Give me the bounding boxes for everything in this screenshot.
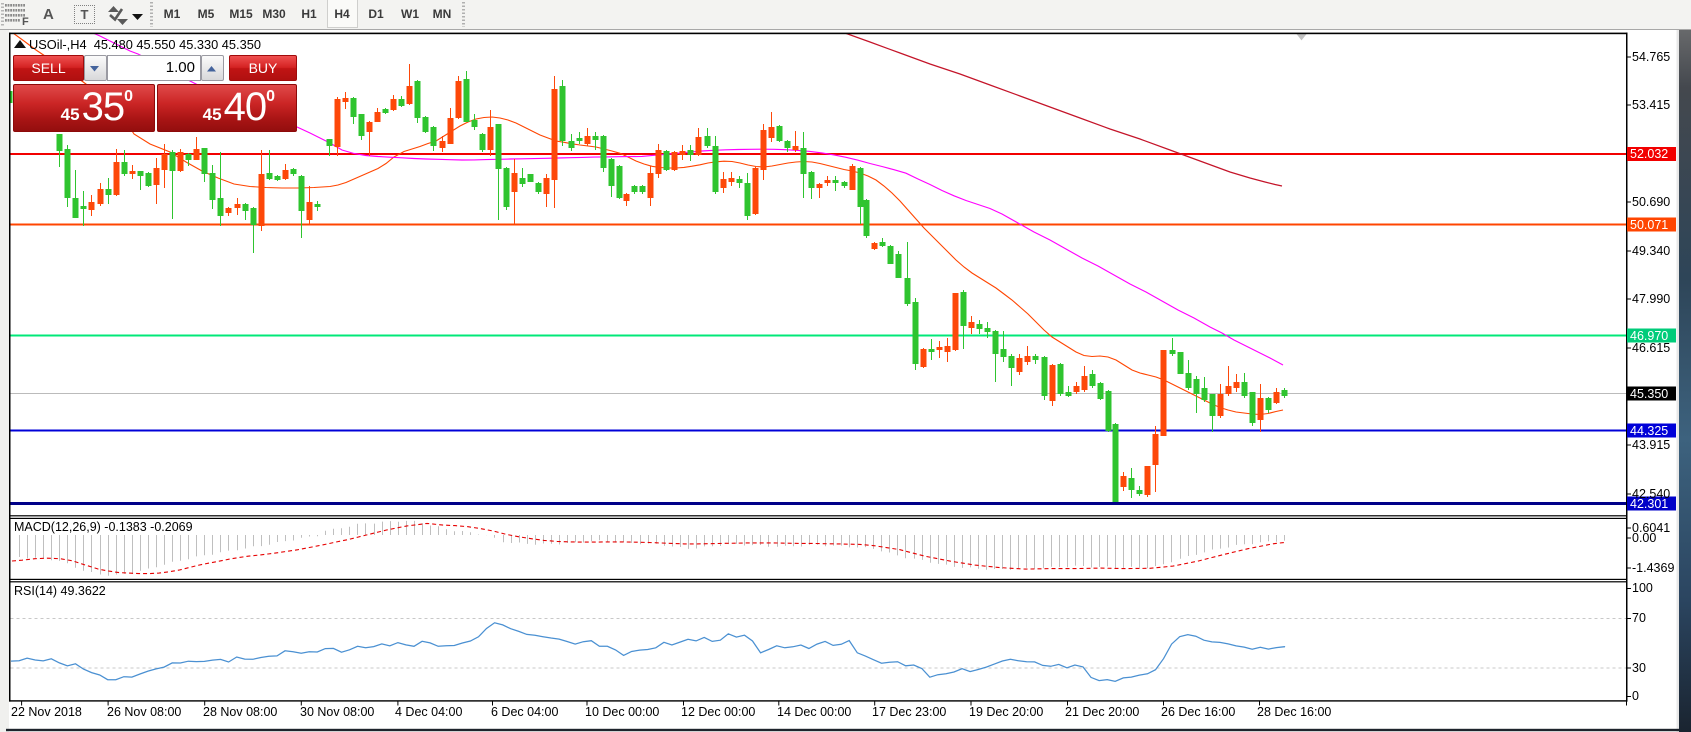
svg-text:F: F <box>22 16 29 26</box>
